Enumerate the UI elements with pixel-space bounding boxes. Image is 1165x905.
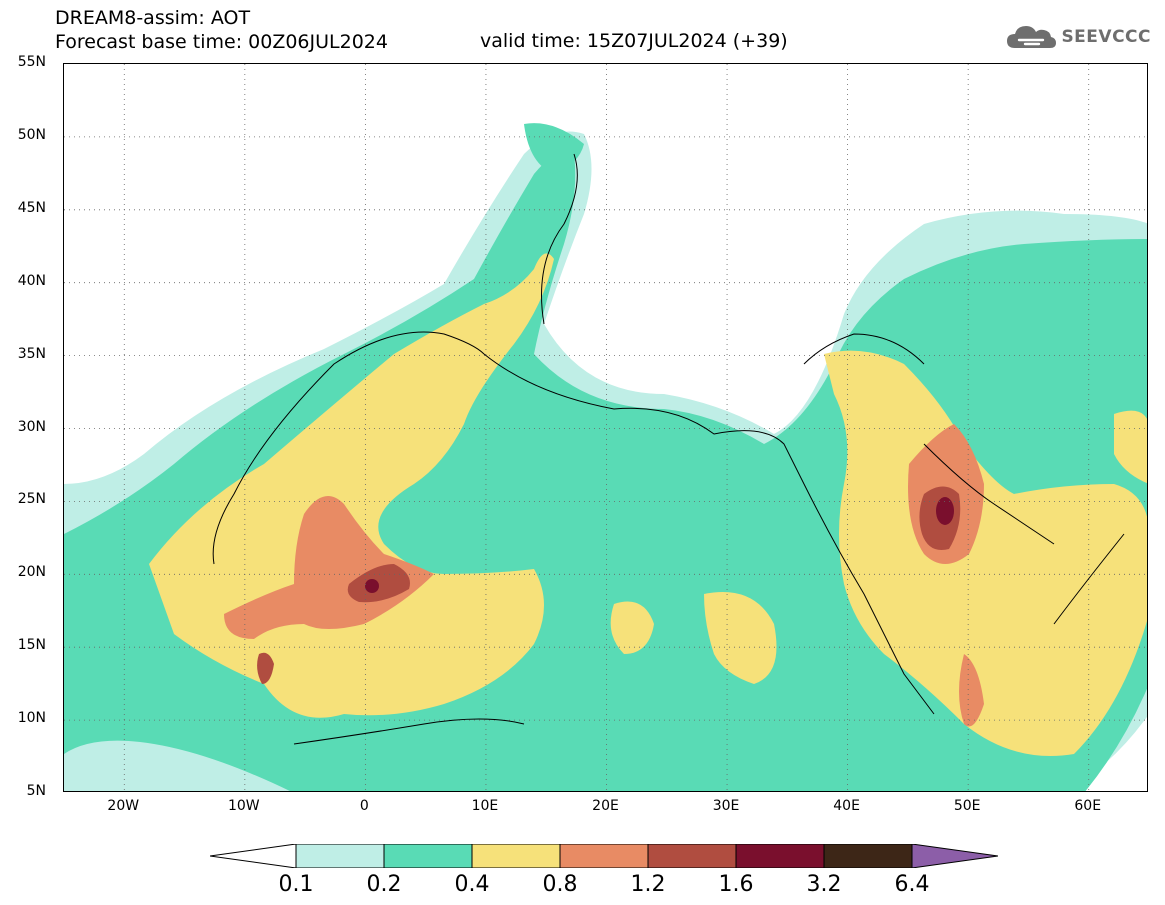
colorbar-segment — [823, 843, 913, 869]
logo-text: SEEVCCC — [1061, 27, 1151, 47]
colorbar-segment — [471, 843, 561, 869]
colorbar-label: 0.8 — [542, 872, 578, 897]
colorbar-segment — [647, 843, 737, 869]
colorbar-segment — [295, 843, 385, 869]
coastlines — [212, 153, 1125, 745]
lon-label: 50E — [953, 798, 981, 814]
lon-label: 30E — [712, 798, 740, 814]
lat-label: 45N — [17, 199, 46, 216]
title-line-2: Forecast base time: 00Z06JUL2024 — [55, 31, 388, 53]
lat-label: 10N — [17, 710, 46, 727]
colorbar-min-arrow — [209, 843, 297, 869]
lon-label: 40E — [833, 798, 860, 814]
lat-label: 5N — [26, 783, 46, 799]
map-panel — [63, 63, 1148, 792]
lat-label: 15N — [17, 637, 46, 654]
graticule — [64, 64, 1147, 791]
lat-label: 35N — [17, 345, 46, 362]
colorbar-label: 0.2 — [366, 872, 402, 897]
lon-label: 10W — [227, 798, 260, 814]
colorbar-label: 0.4 — [454, 872, 490, 897]
cloud-icon — [1007, 26, 1057, 48]
colorbar-label: 6.4 — [894, 872, 930, 897]
lon-label: 60E — [1074, 798, 1102, 814]
aot-map — [64, 64, 1147, 791]
aot-band-1.6 — [365, 497, 954, 593]
valid-time-label: valid time: 15Z07JUL2024 (+39) — [480, 30, 788, 52]
colorbar-graphic — [209, 843, 999, 869]
colorbar — [209, 843, 999, 869]
colorbar-max-arrow — [911, 843, 999, 869]
lon-label: 20W — [107, 798, 140, 814]
colorbar-segment — [559, 843, 649, 869]
lon-label: 10E — [471, 798, 499, 814]
lat-label: 25N — [17, 491, 46, 508]
title-block: DREAM8-assim: AOT Forecast base time: 00… — [55, 6, 388, 54]
colorbar-label: 1.2 — [630, 872, 666, 897]
colorbar-label: 0.1 — [278, 872, 314, 897]
lat-label: 30N — [17, 418, 46, 435]
lat-label: 50N — [17, 126, 46, 143]
lat-label: 40N — [17, 272, 46, 289]
title-line-1: DREAM8-assim: AOT — [55, 7, 251, 29]
colorbar-segment — [735, 843, 825, 869]
seevccc-logo: SEEVCCC — [1005, 22, 1151, 52]
colorbar-segment — [383, 843, 473, 869]
lon-label: 0 — [359, 798, 369, 814]
lon-label: 20E — [592, 798, 619, 814]
lat-label: 55N — [17, 54, 46, 70]
colorbar-label: 1.6 — [718, 872, 754, 897]
colorbar-label: 3.2 — [806, 872, 842, 897]
lat-label: 20N — [17, 564, 46, 581]
